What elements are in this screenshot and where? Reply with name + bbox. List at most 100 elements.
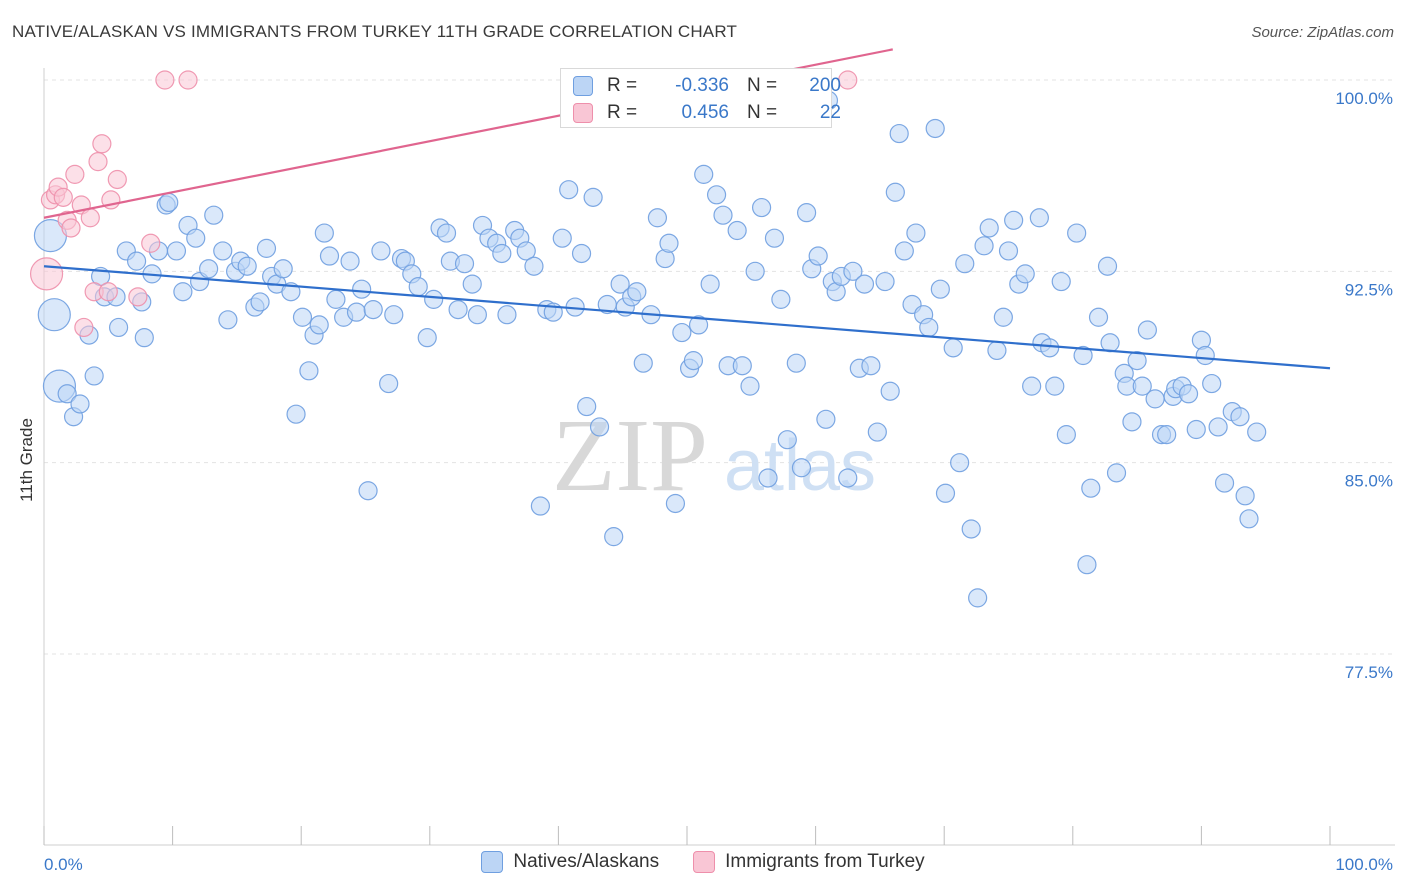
natives-point-110	[732, 356, 752, 376]
stats-r-label: R =	[607, 102, 638, 123]
y-tick-label-1: 85.0%	[1345, 472, 1393, 491]
natives-point-185	[1178, 384, 1199, 404]
watermark: ZIP atlas	[552, 398, 876, 513]
natives-point-44	[314, 223, 334, 243]
natives-point-13	[126, 251, 147, 271]
natives-point-60	[417, 328, 437, 348]
natives-point-105	[700, 274, 720, 294]
natives-point-171	[1100, 333, 1120, 353]
natives-point-31	[237, 256, 257, 276]
natives-point-153	[993, 307, 1013, 327]
natives-point-169	[1088, 307, 1109, 327]
natives-point-48	[340, 251, 360, 271]
series-natives-alaskans	[33, 78, 1267, 608]
natives-point-134	[880, 381, 900, 401]
natives-point-172	[1106, 463, 1127, 483]
natives-point-137	[894, 241, 914, 261]
stats-n-value-blue: 200	[809, 75, 841, 96]
natives-point-67	[462, 274, 482, 294]
natives-point-5	[70, 394, 90, 414]
natives-point-63	[436, 223, 457, 243]
y-tick-label-3: 100.0%	[1335, 89, 1393, 108]
natives-point-193	[1230, 407, 1250, 427]
natives-point-116	[771, 289, 791, 309]
x-tick-label-0: 0.0%	[44, 855, 83, 874]
natives-point-72	[492, 243, 512, 264]
natives-point-25	[199, 259, 219, 279]
natives-point-19	[159, 192, 179, 213]
turkey-point-20	[178, 70, 198, 90]
legend-label-turkey: Immigrants from Turkey	[725, 851, 925, 872]
natives-point-142	[925, 118, 945, 139]
natives-point-188	[1195, 345, 1215, 366]
y-axis-label: 11th Grade	[17, 418, 36, 502]
natives-point-104	[694, 164, 714, 184]
natives-point-46	[326, 289, 346, 309]
legend-swatch-pink	[693, 851, 716, 873]
natives-point-78	[530, 496, 550, 516]
natives-point-115	[764, 228, 785, 248]
stats-swatch-blue	[573, 76, 593, 96]
natives-point-114	[758, 468, 778, 488]
turkey-point-14	[98, 282, 118, 302]
natives-point-168	[1081, 478, 1101, 498]
turkey-point-17	[128, 287, 148, 307]
y-tick-labels: 77.5% 85.0% 92.5% 100.0%	[1335, 89, 1393, 682]
natives-point-189	[1202, 373, 1222, 394]
natives-point-26	[204, 205, 224, 225]
natives-point-175	[1122, 412, 1142, 432]
natives-point-194	[1235, 486, 1255, 506]
natives-point-102	[683, 351, 704, 371]
natives-point-181	[1157, 425, 1177, 445]
natives-point-68	[467, 305, 487, 325]
natives-point-21	[173, 282, 193, 302]
chart-title: NATIVE/ALASKAN VS IMMIGRANTS FROM TURKEY…	[12, 22, 738, 41]
turkey-point-16	[107, 169, 127, 190]
axes	[43, 68, 1395, 846]
natives-point-159	[1029, 208, 1049, 228]
natives-point-150	[974, 236, 994, 256]
natives-point-45	[319, 246, 340, 266]
source-label: Source: ZipAtlas.com	[1251, 24, 1394, 41]
stats-n-label: N =	[747, 102, 778, 123]
natives-point-77	[524, 256, 544, 276]
natives-point-86	[583, 187, 603, 207]
natives-point-162	[1045, 376, 1065, 396]
stats-n-value-pink: 22	[819, 102, 841, 123]
turkey-point-9	[74, 317, 94, 338]
natives-point-151	[979, 218, 999, 238]
natives-point-164	[1056, 425, 1076, 445]
natives-point-51	[358, 481, 378, 501]
stats-r-value-blue: -0.336	[675, 75, 729, 96]
natives-point-167	[1077, 555, 1097, 575]
natives-point-98	[659, 233, 679, 253]
natives-point-106	[706, 185, 727, 205]
natives-point-41	[299, 361, 319, 381]
legend-item-natives[interactable]: Natives/Alaskans	[481, 851, 659, 873]
natives-point-85	[577, 396, 597, 417]
natives-point-145	[943, 338, 963, 358]
natives-point-132	[867, 422, 887, 442]
natives-point-152	[987, 340, 1007, 361]
natives-point-135	[885, 182, 905, 202]
natives-point-89	[604, 527, 624, 547]
natives-point-93	[627, 282, 647, 302]
natives-point-103	[688, 315, 709, 335]
natives-point-123	[816, 409, 836, 429]
watermark-zip: ZIP	[552, 398, 708, 513]
natives-point-191	[1214, 473, 1235, 493]
legend-item-turkey[interactable]: Immigrants from Turkey	[693, 851, 925, 873]
turkey-point-6	[61, 218, 81, 238]
natives-point-90	[610, 274, 630, 294]
natives-point-128	[843, 261, 863, 281]
natives-point-166	[1073, 345, 1093, 366]
turkey-point-4	[53, 187, 73, 207]
natives-point-33	[250, 292, 270, 312]
natives-point-54	[379, 373, 399, 394]
turkey-point-0	[29, 257, 64, 291]
turkey-point-12	[88, 152, 108, 172]
stats-row-pink: R = 0.456 N = 22	[573, 100, 841, 126]
trend-line-natives	[43, 265, 1331, 370]
natives-point-155	[1004, 210, 1024, 230]
